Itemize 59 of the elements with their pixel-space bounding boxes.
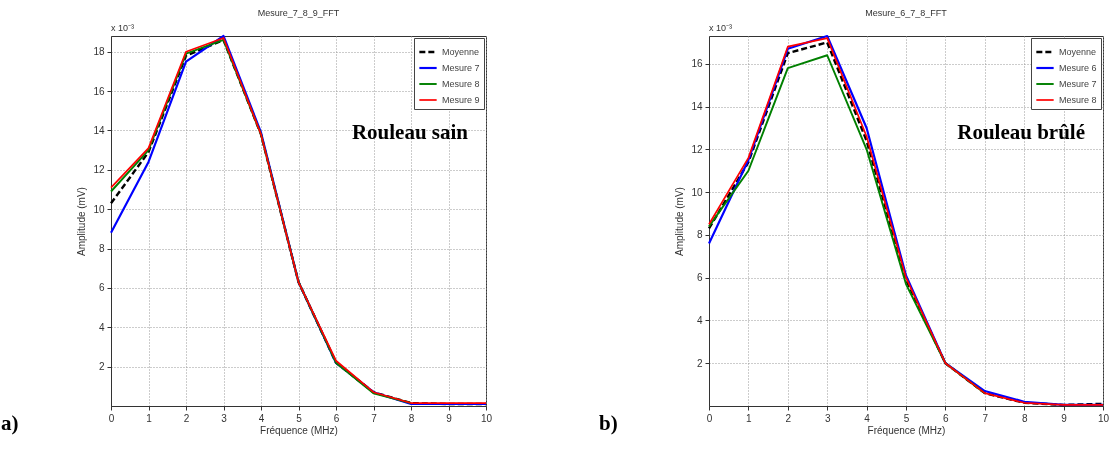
y-tick-label: 10 — [691, 186, 703, 198]
y-tick-label: 16 — [93, 85, 105, 97]
legend-label: Moyenne — [1059, 47, 1097, 57]
annotation: Rouleau brûlé — [957, 120, 1085, 144]
x-tick-label: 9 — [446, 412, 453, 424]
y-tick-label: 12 — [93, 164, 105, 176]
y-tick-label: 14 — [691, 101, 703, 113]
x-tick-label: 1 — [146, 412, 153, 424]
x-axis-title: Fréquence (MHz) — [867, 424, 946, 436]
x-tick-label: 9 — [1061, 412, 1068, 424]
y-tick-label: 4 — [98, 321, 105, 333]
x-tick-label: 6 — [333, 412, 340, 424]
x-tick-label: 5 — [296, 412, 303, 424]
x-tick-label: 1 — [746, 412, 753, 424]
x-axis-title: Fréquence (MHz) — [260, 424, 338, 436]
y-tick-label: 2 — [696, 357, 703, 369]
y-tick-label: 16 — [691, 58, 703, 70]
legend-label: Mesure 6 — [1059, 63, 1097, 73]
chart-title: Mesure_6_7_8_FFT — [865, 8, 948, 18]
legend-label: Mesure 7 — [1059, 79, 1097, 89]
x-tick-label: 4 — [258, 412, 265, 424]
x-tick-label: 2 — [785, 412, 792, 424]
text: x 10⁻³ — [709, 23, 733, 33]
legend-label: Moyenne — [442, 47, 480, 57]
x-tick-label: 8 — [1021, 412, 1028, 424]
x-tick-label: 7 — [371, 412, 378, 424]
text: x 10⁻³ — [111, 23, 135, 33]
x-tick-label: 3 — [221, 412, 228, 424]
legend-label: Mesure 9 — [442, 95, 480, 105]
y-tick-label: 2 — [98, 361, 105, 373]
y-tick-label: 8 — [696, 229, 703, 241]
x-tick-label: 7 — [982, 412, 989, 424]
x-tick-label: 6 — [943, 412, 950, 424]
x-tick-label: 0 — [108, 412, 115, 424]
text: a) — [1, 411, 19, 435]
y-tick-label: 6 — [98, 282, 105, 294]
x-tick-label: 10 — [480, 412, 493, 424]
y-axis-title: Amplitude (mV) — [76, 187, 88, 256]
y-tick-label: 14 — [93, 124, 105, 136]
x-tick-label: 4 — [864, 412, 871, 424]
legend-label: Mesure 7 — [442, 63, 480, 73]
x-tick-label: 5 — [903, 412, 910, 424]
x-tick-label: 8 — [408, 412, 415, 424]
x-tick-label: 0 — [706, 412, 713, 424]
annotation: Rouleau sain — [351, 120, 469, 144]
x-tick-label: 2 — [183, 412, 190, 424]
y-axis-title: Amplitude (mV) — [674, 187, 686, 256]
legend-label: Mesure 8 — [442, 79, 480, 89]
y-tick-label: 8 — [98, 243, 105, 255]
text: b) — [599, 411, 618, 435]
y-tick-label: 6 — [696, 272, 703, 284]
y-tick-label: 10 — [93, 203, 105, 215]
x-tick-label: 3 — [824, 412, 831, 424]
x-tick-label: 10 — [1097, 412, 1110, 424]
y-tick-label: 4 — [696, 314, 703, 326]
chart-title: Mesure_7_8_9_FFT — [257, 8, 340, 18]
y-tick-label: 12 — [691, 143, 703, 155]
legend-label: Mesure 8 — [1059, 95, 1097, 105]
y-tick-label: 18 — [93, 46, 105, 58]
